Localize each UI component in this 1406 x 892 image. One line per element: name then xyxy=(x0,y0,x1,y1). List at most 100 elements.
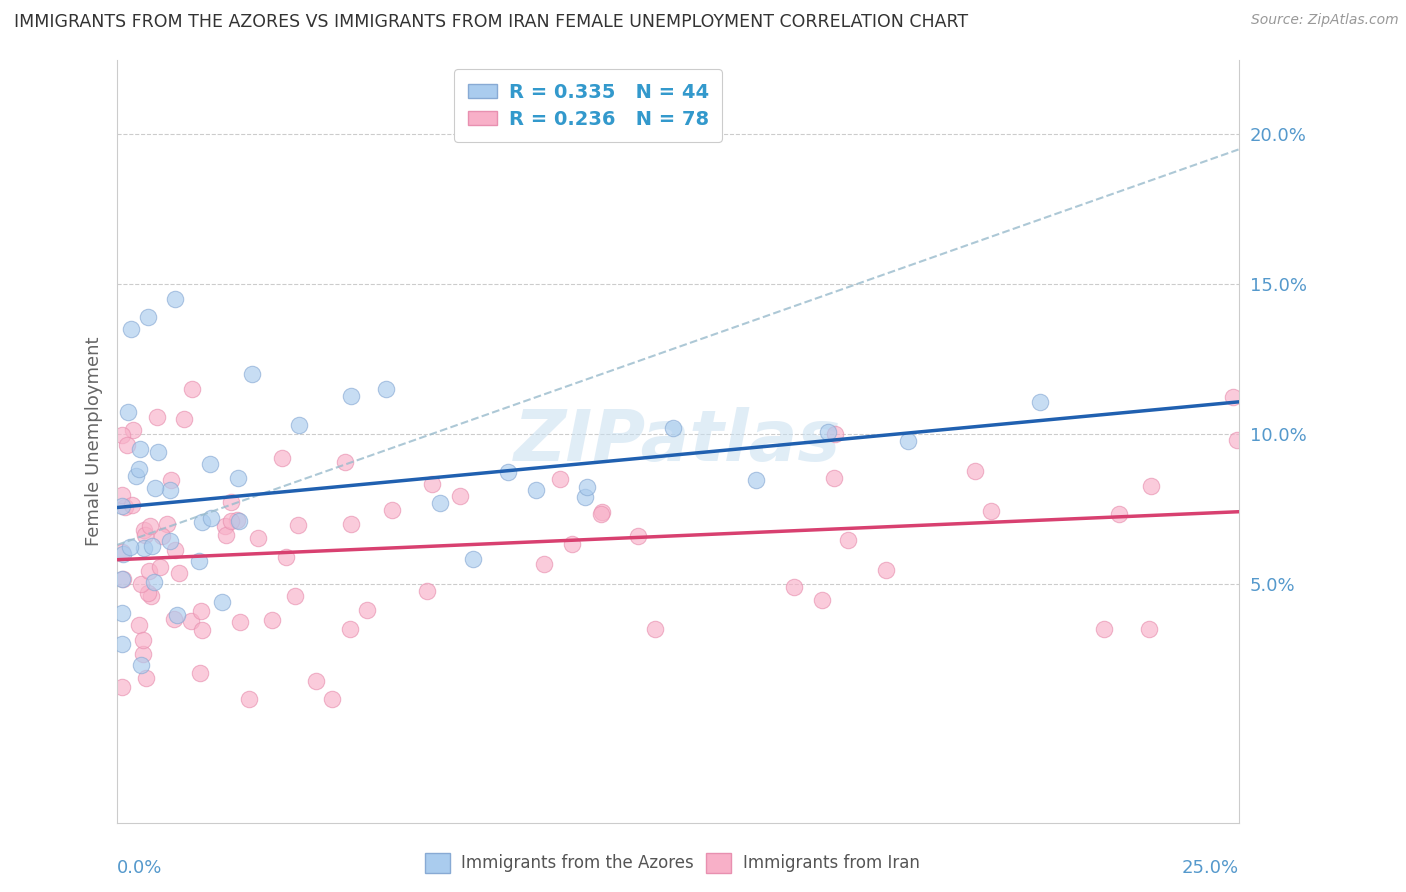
Point xyxy=(339,622,361,636)
Point xyxy=(115,438,138,452)
Point xyxy=(111,427,134,442)
Point xyxy=(284,589,307,603)
Point xyxy=(198,458,221,472)
Point xyxy=(561,536,583,550)
Point xyxy=(129,658,152,673)
Point xyxy=(188,554,211,568)
Point xyxy=(574,490,596,504)
Point xyxy=(875,563,897,577)
Point xyxy=(1226,434,1249,448)
Point xyxy=(219,514,242,528)
Point xyxy=(215,528,238,542)
Text: ZIPatlas: ZIPatlas xyxy=(515,407,842,476)
Point xyxy=(627,529,650,543)
Point xyxy=(146,445,169,459)
Point xyxy=(644,622,666,636)
Point xyxy=(340,389,363,403)
Point xyxy=(449,490,471,504)
Point xyxy=(356,603,378,617)
Point xyxy=(128,617,150,632)
Point xyxy=(156,517,179,532)
Point xyxy=(111,545,134,559)
Text: 25.0%: 25.0% xyxy=(1181,859,1239,877)
Point xyxy=(134,528,156,542)
Point xyxy=(180,614,202,628)
Point xyxy=(165,292,187,306)
Point xyxy=(214,518,236,533)
Y-axis label: Female Unemployment: Female Unemployment xyxy=(86,337,103,546)
Point xyxy=(143,481,166,495)
Point xyxy=(321,691,343,706)
Point xyxy=(128,462,150,476)
Point xyxy=(270,450,292,465)
Point xyxy=(132,647,155,661)
Point xyxy=(533,557,555,571)
Point xyxy=(163,612,186,626)
Point xyxy=(461,551,484,566)
Point xyxy=(138,519,160,533)
Point xyxy=(112,547,135,561)
Point xyxy=(745,473,768,487)
Point xyxy=(524,483,547,497)
Point xyxy=(135,671,157,685)
Point xyxy=(1140,479,1163,493)
Point xyxy=(575,479,598,493)
Point xyxy=(416,584,439,599)
Point xyxy=(129,577,152,591)
Point xyxy=(262,613,284,627)
Legend: R = 0.335   N = 44, R = 0.236   N = 78: R = 0.335 N = 44, R = 0.236 N = 78 xyxy=(454,70,723,143)
Point xyxy=(111,606,134,620)
Point xyxy=(159,534,181,549)
Point xyxy=(167,566,190,581)
Point xyxy=(173,412,195,426)
Point xyxy=(340,517,363,532)
Point xyxy=(1108,507,1130,521)
Point xyxy=(1137,622,1160,636)
Point xyxy=(129,442,152,456)
Point xyxy=(429,496,451,510)
Point xyxy=(200,511,222,525)
Point xyxy=(823,471,845,485)
Point xyxy=(165,543,187,558)
Text: 0.0%: 0.0% xyxy=(117,859,163,877)
Point xyxy=(305,673,328,688)
Point xyxy=(149,560,172,574)
Point xyxy=(132,524,155,538)
Point xyxy=(229,615,252,629)
Point xyxy=(1028,395,1050,409)
Point xyxy=(333,455,356,469)
Point xyxy=(591,505,613,519)
Point xyxy=(191,623,214,637)
Point xyxy=(122,423,145,437)
Point xyxy=(146,410,169,425)
Point xyxy=(136,586,159,600)
Point xyxy=(225,513,247,527)
Point xyxy=(783,580,806,594)
Point xyxy=(662,420,685,434)
Point xyxy=(111,637,134,651)
Point xyxy=(181,382,204,396)
Point xyxy=(121,498,143,512)
Point xyxy=(160,474,183,488)
Point xyxy=(228,514,250,528)
Point xyxy=(287,418,309,433)
Point xyxy=(897,434,920,449)
Point xyxy=(287,518,309,533)
Point xyxy=(114,500,136,514)
Point xyxy=(124,468,146,483)
Point xyxy=(136,310,159,324)
Point xyxy=(591,507,613,521)
Point xyxy=(980,503,1002,517)
Point xyxy=(1092,622,1115,636)
Point xyxy=(375,382,398,396)
Point xyxy=(274,549,297,564)
Point xyxy=(824,427,846,442)
Point xyxy=(111,680,134,694)
Point xyxy=(120,541,142,555)
Point xyxy=(246,531,269,545)
Point xyxy=(132,541,155,555)
Point xyxy=(139,590,162,604)
Point xyxy=(238,691,260,706)
Point xyxy=(219,495,242,509)
Point xyxy=(548,472,571,486)
